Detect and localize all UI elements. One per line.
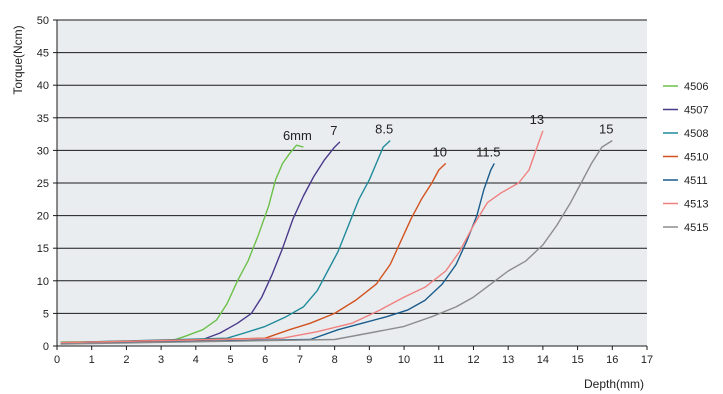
y-tick-label: 40	[37, 80, 49, 92]
curve-label-4511: 11.5	[476, 144, 500, 159]
legend-label-4508: 4508	[684, 128, 708, 140]
x-tick-label: 11	[433, 354, 444, 366]
y-tick-label: 15	[37, 243, 49, 255]
x-tick-label: 16	[606, 354, 618, 366]
series-line-4507	[60, 141, 341, 344]
y-tick-label: 10	[37, 276, 49, 288]
x-tick-label: 15	[571, 354, 583, 366]
y-tick-label: 50	[37, 15, 49, 27]
x-tick-label: 6	[262, 354, 268, 366]
x-tick-label: 7	[297, 354, 303, 366]
y-tick-label: 35	[37, 113, 49, 125]
x-tick-label: 3	[158, 354, 164, 366]
x-tick-label: 12	[467, 354, 479, 366]
curve-label-4515: 15	[599, 122, 613, 137]
x-tick-label: 2	[123, 354, 129, 366]
y-axis-ticks: 0 5 10 15 20 25 30 35 40 45 50	[37, 15, 57, 353]
x-tick-label: 4	[193, 354, 199, 366]
legend-label-4506: 4506	[684, 81, 708, 93]
series-lines	[60, 130, 613, 345]
y-tick-label: 30	[37, 145, 49, 157]
y-tick-label: 5	[43, 308, 49, 320]
gridlines	[57, 19, 647, 314]
legend-label-4511: 4511	[684, 175, 708, 187]
curve-label-4510: 10	[432, 144, 446, 159]
series-line-4513	[60, 130, 544, 344]
curve-labels: 6mm 7 8.5 10 11.5 13 15	[283, 112, 614, 160]
y-axis-title: Torque(Ncm)	[11, 25, 25, 94]
series-line-4511	[60, 163, 495, 345]
x-tick-label: 17	[641, 354, 653, 366]
legend-label-4515: 4515	[684, 222, 708, 234]
curve-label-4506: 6mm	[283, 128, 312, 143]
legend-label-4507: 4507	[684, 105, 708, 117]
y-tick-label: 45	[37, 48, 49, 60]
x-tick-label: 14	[537, 354, 549, 366]
curve-label-4513: 13	[530, 112, 544, 127]
series-line-4506	[60, 144, 304, 343]
x-tick-label: 9	[366, 354, 372, 366]
series-line-4515	[60, 140, 613, 345]
curve-label-4507: 7	[330, 123, 337, 138]
y-tick-label: 25	[37, 178, 49, 190]
x-tick-label: 5	[227, 354, 233, 366]
x-tick-label: 13	[502, 354, 514, 366]
x-axis-ticks: 0 1 2 3 4 5 6 7 8 9 10 11 12 13 14 15 16 17	[54, 346, 653, 366]
x-tick-label: 8	[332, 354, 338, 366]
x-axis-title: Depth(mm)	[584, 377, 644, 391]
y-tick-label: 20	[37, 211, 49, 223]
y-tick-label: 0	[43, 341, 49, 353]
series-line-4510	[60, 162, 447, 344]
legend-label-4510: 4510	[684, 152, 708, 164]
curve-label-4508: 8.5	[375, 122, 393, 137]
x-tick-label: 0	[54, 354, 60, 366]
x-tick-label: 1	[89, 354, 95, 366]
x-tick-label: 10	[398, 354, 410, 366]
series-line-4508	[60, 140, 391, 344]
legend-label-4513: 4513	[684, 199, 708, 211]
legend: 4506 4507 4508 4510 4511 4513 4515	[663, 81, 708, 234]
